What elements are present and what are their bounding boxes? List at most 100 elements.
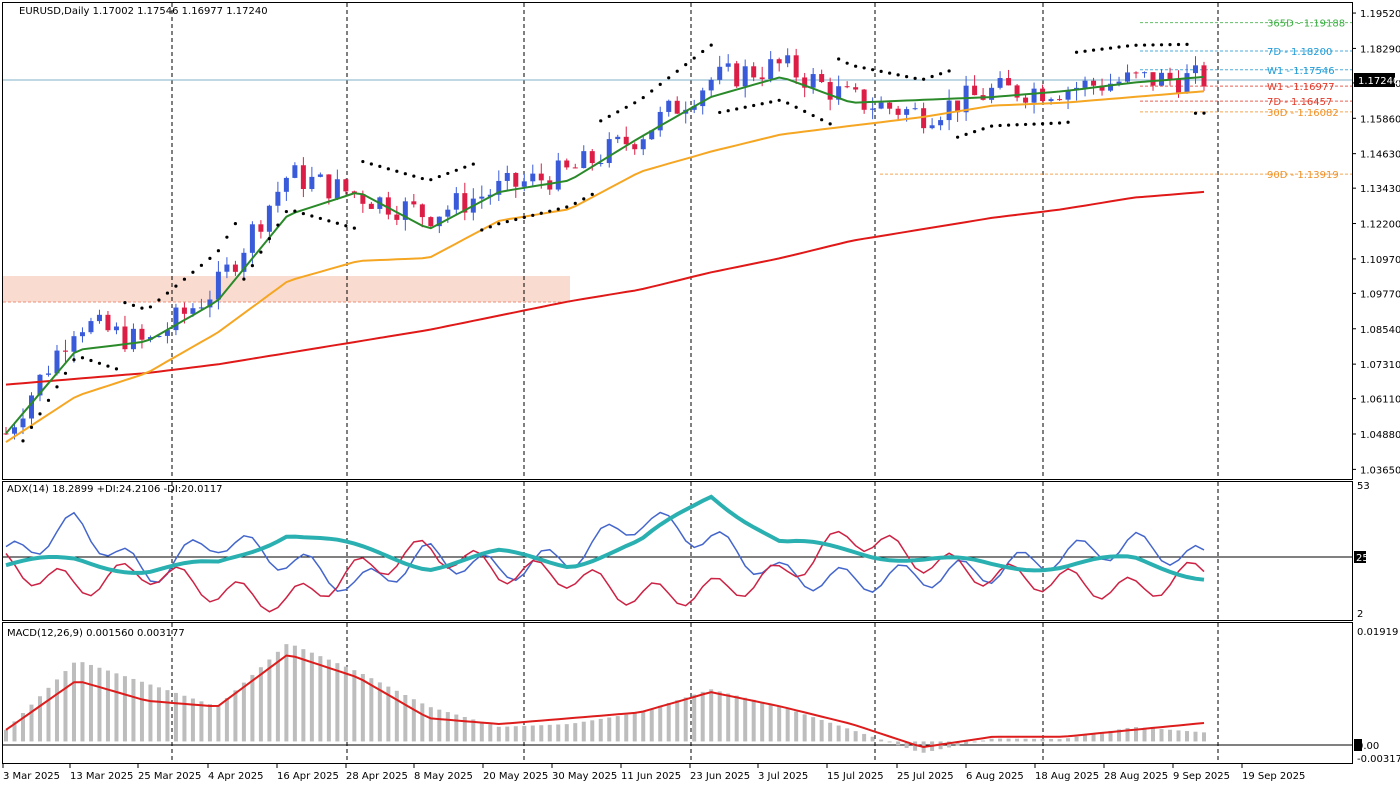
- candle-body: [301, 165, 306, 189]
- psar-dot: [242, 278, 245, 281]
- macd-hist-bar: [633, 713, 637, 741]
- level-label: 30D - 1.16082: [1267, 108, 1339, 119]
- psar-dot: [1075, 51, 1078, 54]
- macd-hist-bar: [369, 678, 373, 741]
- candle-body: [743, 66, 748, 86]
- psar-dot: [837, 57, 840, 60]
- adx-tick-top: 53: [1357, 481, 1370, 492]
- psar-dot: [370, 162, 373, 165]
- psar-dot: [72, 358, 75, 361]
- macd-hist-bar: [284, 644, 288, 741]
- psar-dot: [803, 110, 806, 113]
- psar-dot: [1015, 123, 1018, 126]
- psar-dot: [625, 106, 628, 109]
- date-label: 4 Apr 2025: [208, 771, 263, 782]
- macd-hist-bar: [157, 687, 161, 741]
- price-tick-label: 1.15860: [1360, 114, 1400, 125]
- macd-hist-bar: [361, 674, 365, 741]
- macd-hist-bar: [344, 667, 348, 742]
- macd-hist-bar: [420, 703, 424, 741]
- macd-hist-bar: [616, 716, 620, 741]
- candle-body: [896, 109, 901, 115]
- candle-body: [29, 395, 34, 418]
- macd-hist-bar: [505, 727, 509, 742]
- candle-body: [556, 160, 561, 189]
- psar-dot: [21, 439, 24, 442]
- adx-tick-mid: 25: [1356, 553, 1369, 564]
- macd-hist-bar: [973, 741, 977, 742]
- psar-dot: [293, 210, 296, 213]
- macd-hist-bar: [1202, 732, 1206, 741]
- psar-dot: [888, 72, 891, 75]
- psar-dot: [956, 136, 959, 139]
- macd-hist-bar: [803, 714, 807, 741]
- psar-dot: [1168, 43, 1171, 46]
- macd-hist-bar: [480, 722, 484, 742]
- psar-dot: [795, 106, 798, 109]
- psar-dot: [140, 307, 143, 310]
- macd-hist-bar: [667, 703, 671, 741]
- macd-hist-bar: [1083, 735, 1087, 741]
- candle-body: [615, 137, 620, 139]
- psar-dot: [81, 356, 84, 359]
- macd-hist-bar: [607, 718, 611, 742]
- macd-hist-bar: [165, 690, 169, 741]
- macd-hist-bar: [1160, 729, 1164, 741]
- macd-hist-bar: [888, 741, 892, 742]
- macd-hist-bar: [352, 670, 356, 741]
- macd-hist-bar: [38, 696, 42, 741]
- macd-hist-bar: [641, 711, 645, 741]
- psar-dot: [761, 102, 764, 105]
- date-label: 11 Jun 2025: [621, 771, 681, 782]
- macd-hist-bar: [709, 689, 713, 741]
- candle-body: [632, 144, 637, 149]
- macd-hist-bar: [182, 696, 186, 742]
- price-tick-label: 1.08540: [1360, 325, 1400, 336]
- psar-dot: [200, 264, 203, 267]
- psar-dot: [574, 202, 577, 205]
- macd-hist-bar: [403, 695, 407, 741]
- psar-dot: [1185, 43, 1188, 46]
- macd-hist-bar: [675, 700, 679, 741]
- adx-panel[interactable]: ADX(14) 18.2899 +DI:24.2106 -DI:20.0117 …: [3, 481, 1370, 621]
- price-tick-label: 1.10970: [1360, 255, 1400, 266]
- candle-body: [700, 90, 705, 106]
- macd-hist-bar: [140, 682, 144, 742]
- date-label: 25 Jul 2025: [897, 771, 954, 782]
- psar-dot: [939, 72, 942, 75]
- macd-hist-bar: [684, 697, 688, 741]
- psar-dot: [565, 205, 568, 208]
- psar-dot: [990, 124, 993, 127]
- candle-body: [760, 77, 765, 79]
- candle-body: [734, 63, 739, 86]
- macd-hist-bar: [879, 740, 883, 742]
- price-tick-label: 1.07310: [1360, 360, 1400, 371]
- psar-dot: [1109, 46, 1112, 49]
- candle-body: [1023, 98, 1028, 103]
- candle-body: [224, 265, 229, 272]
- psar-dot: [310, 214, 313, 217]
- psar-dot: [106, 364, 109, 367]
- candle-body: [513, 173, 518, 187]
- psar-dot: [395, 170, 398, 173]
- psar-dot: [1007, 124, 1010, 127]
- psar-dot: [191, 271, 194, 274]
- psar-dot: [1049, 122, 1052, 125]
- candle-body: [114, 326, 119, 330]
- macd-hist-bar: [998, 739, 1002, 742]
- psar-dot: [361, 160, 364, 163]
- candle-body: [1168, 73, 1173, 79]
- psar-dot: [497, 222, 500, 225]
- psar-dot: [981, 127, 984, 130]
- price-panel-border: [3, 3, 1353, 480]
- macd-hist-bar: [1024, 739, 1028, 742]
- candle-body: [828, 82, 833, 100]
- candle-body: [573, 167, 578, 168]
- macd-panel[interactable]: MACD(12,26,9) 0.001560 0.003177 0.01919 …: [3, 623, 1400, 766]
- candle-body: [930, 125, 935, 128]
- macd-hist-bar: [565, 724, 569, 741]
- candle-body: [581, 151, 586, 168]
- macd-hist-bar: [233, 690, 237, 741]
